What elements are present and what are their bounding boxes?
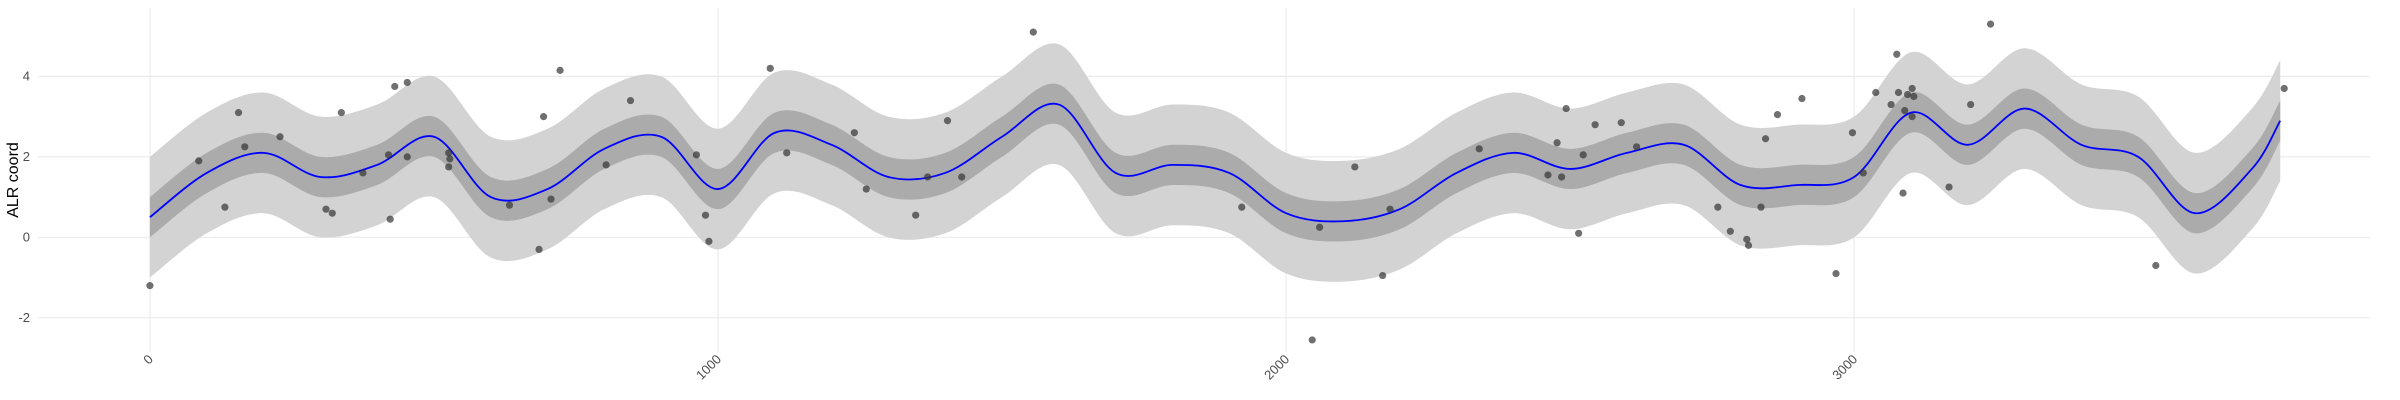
data-point — [1986, 20, 1995, 28]
data-point — [384, 151, 393, 159]
data-point — [195, 157, 203, 165]
data-point — [1617, 119, 1625, 127]
data-point — [547, 195, 555, 203]
data-point — [1558, 173, 1566, 181]
data-point — [535, 245, 543, 254]
data-point — [505, 201, 514, 209]
data-point — [1726, 227, 1734, 235]
data-point — [539, 113, 548, 121]
data-point — [602, 161, 610, 169]
data-point — [1544, 171, 1552, 179]
data-point — [1308, 336, 1316, 344]
data-point — [1386, 205, 1394, 213]
data-point — [391, 82, 399, 91]
fit-line — [149, 102, 2282, 223]
data-point — [1832, 269, 1840, 278]
data-point — [1872, 88, 1880, 97]
data-point — [1553, 139, 1561, 147]
data-point — [328, 209, 336, 217]
data-point — [1475, 145, 1483, 153]
data-point — [1773, 111, 1782, 119]
data-point — [1316, 223, 1324, 231]
data-point — [1908, 84, 1916, 93]
data-point — [862, 185, 870, 193]
data-point — [1562, 104, 1570, 113]
data-point — [403, 78, 411, 87]
data-point — [241, 143, 249, 151]
data-point — [234, 109, 243, 117]
data-point — [705, 237, 713, 245]
data-point — [912, 211, 920, 219]
data-point — [1848, 129, 1857, 137]
data-point — [766, 64, 774, 72]
data-point — [1887, 100, 1895, 109]
data-point — [692, 151, 701, 159]
x-tick-label: 2000 — [1261, 352, 1292, 383]
data-point — [1894, 88, 1903, 97]
data-point — [1893, 50, 1901, 58]
data-point — [1379, 271, 1387, 280]
data-point — [1579, 151, 1587, 159]
data-point — [626, 96, 635, 105]
data-point — [958, 173, 966, 181]
y-tick-label: -2 — [18, 310, 30, 325]
data-point — [943, 117, 952, 125]
data-point — [1757, 203, 1765, 211]
data-point — [1743, 235, 1751, 243]
data-point — [1903, 90, 1912, 99]
data-point — [322, 205, 330, 213]
data-point — [1945, 183, 1953, 191]
data-point — [1029, 28, 1037, 36]
data-point — [1798, 94, 1806, 103]
data-point — [2152, 261, 2160, 270]
data-point — [221, 203, 229, 211]
data-point — [359, 169, 367, 177]
data-point — [1859, 169, 1867, 177]
data-point — [445, 163, 453, 171]
data-point — [337, 109, 345, 117]
data-point — [1761, 135, 1770, 143]
data-point — [386, 215, 394, 223]
data-point — [924, 173, 932, 181]
data-point — [445, 149, 453, 157]
data-point — [1591, 121, 1599, 129]
y-tick-label: 2 — [23, 149, 30, 164]
data-point — [1908, 113, 1916, 121]
y-tick-label: 0 — [23, 229, 30, 244]
data-point — [850, 129, 858, 137]
x-tick-label: 0 — [140, 352, 156, 368]
x-tick-label: 1000 — [693, 352, 724, 383]
data-point — [1632, 143, 1641, 151]
data-point — [1238, 203, 1246, 211]
data-point — [1744, 241, 1753, 249]
data-point — [446, 155, 454, 163]
data-point — [403, 153, 411, 161]
data-point — [1901, 106, 1909, 115]
data-point — [276, 133, 284, 141]
data-point — [556, 66, 564, 74]
data-point — [1575, 229, 1583, 237]
data-point — [1910, 92, 1918, 101]
y-tick-label: 4 — [23, 68, 30, 83]
y-axis-label: ALR coord — [5, 142, 22, 218]
data-point — [146, 282, 154, 290]
data-point — [701, 211, 710, 219]
data-point — [1899, 189, 1907, 197]
x-tick-label: 3000 — [1829, 352, 1860, 383]
data-point — [1967, 100, 1975, 109]
data-point — [783, 149, 791, 157]
data-point — [2280, 84, 2288, 93]
data-point — [1714, 203, 1722, 211]
confidence-band — [149, 83, 2281, 242]
data-point — [1351, 163, 1359, 171]
